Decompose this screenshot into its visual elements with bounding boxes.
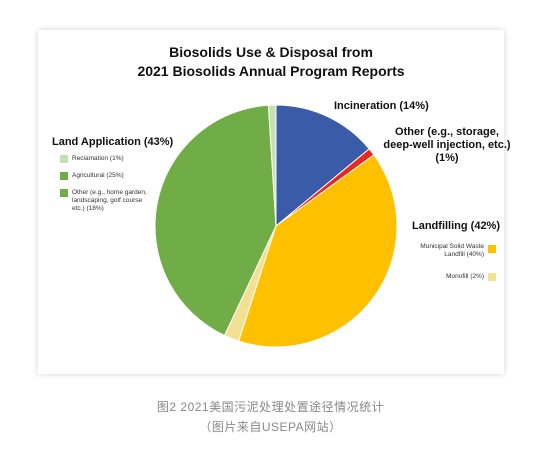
legend-reclamation-swatch (60, 155, 68, 163)
pie-slice-incineration (275, 104, 370, 228)
legend-item-agricultural: Agricultural (25%) (60, 172, 170, 180)
chart-title-line-1: Biosolids Use & Disposal from (169, 44, 373, 60)
legend-msw-line-2: Landfill (40%) (444, 251, 484, 258)
chart-frame: Biosolids Use & Disposal from 2021 Bioso… (38, 30, 511, 374)
legend-agricultural-line-1: Agricultural (25%) (72, 172, 124, 179)
pie-chart (154, 104, 398, 348)
legend-reclamation-line-1: Reclamation (1%) (72, 155, 124, 162)
pie-slice-municipal-solid-waste-landfill (237, 154, 398, 348)
legend-other-land-line-3: etc.) (18%) (72, 205, 104, 212)
legend-msw-swatch (488, 245, 496, 253)
pie-slice-reclamation (267, 104, 277, 227)
legend-item-other-land: Other (e.g., home garden, landscaping, g… (60, 189, 170, 213)
legend-other-land-line-2: landscaping, golf course (72, 197, 143, 204)
other-title-line-1: Other (e.g., storage, (395, 126, 499, 138)
figure-source: （图片来自USEPA网站） (199, 420, 342, 434)
legend-item-msw-landfill: Municipal Solid Waste Landfill (40%) (404, 243, 496, 259)
other-title-line-2: deep-well injection, etc.) (383, 139, 511, 151)
legend-item-monofill: Monofill (2%) (404, 273, 496, 281)
land-application-title: Land Application (43%) (52, 136, 174, 148)
chart-title-line-2: 2021 Biosolids Annual Program Reports (137, 63, 405, 79)
legend-item-reclamation: Reclamation (1%) (60, 155, 170, 163)
legend-monofill-line-1: Monofill (2%) (446, 273, 484, 280)
legend-msw-line-1: Municipal Solid Waste (420, 243, 484, 250)
landfilling-title: Landfilling (42%) (412, 220, 500, 232)
other-title-line-3: (1%) (435, 152, 459, 164)
incineration-title: Incineration (14%) (334, 100, 429, 112)
figure-caption: 图2 2021美国污泥处理处置途径情况统计 (156, 400, 385, 414)
legend-other-land-line-1: Other (e.g., home garden, (72, 189, 147, 196)
other-title: Other (e.g., storage, deep-well injectio… (382, 126, 512, 165)
legend-monofill-swatch (488, 273, 496, 281)
legend-other-land-swatch (60, 189, 68, 197)
legend-agricultural-swatch (60, 172, 68, 180)
pie-slice-other-e-g-home-garden-landscaping-golf-course-etc (154, 104, 277, 337)
